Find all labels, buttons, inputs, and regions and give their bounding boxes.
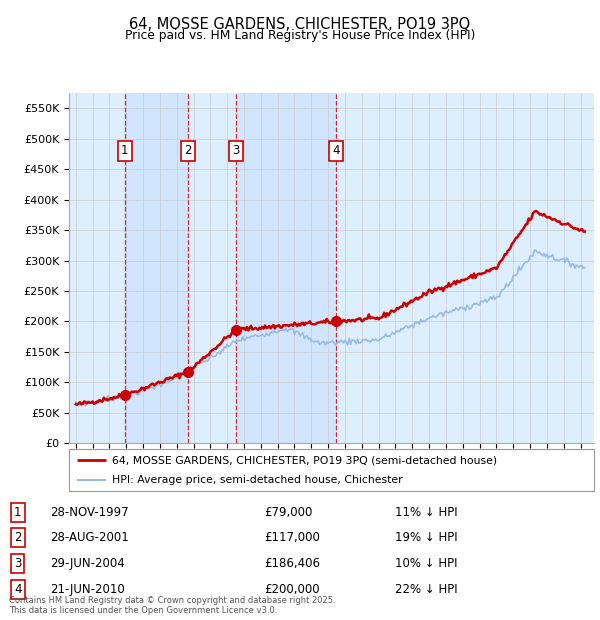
Text: 28-NOV-1997: 28-NOV-1997 (50, 505, 129, 518)
Text: £200,000: £200,000 (265, 583, 320, 596)
Text: 29-JUN-2004: 29-JUN-2004 (50, 557, 125, 570)
Text: £186,406: £186,406 (265, 557, 320, 570)
Text: 21-JUN-2010: 21-JUN-2010 (50, 583, 125, 596)
Text: 64, MOSSE GARDENS, CHICHESTER, PO19 3PQ: 64, MOSSE GARDENS, CHICHESTER, PO19 3PQ (130, 17, 470, 32)
Text: £79,000: £79,000 (265, 505, 313, 518)
Text: 1: 1 (121, 144, 128, 157)
Text: Price paid vs. HM Land Registry's House Price Index (HPI): Price paid vs. HM Land Registry's House … (125, 29, 475, 42)
Text: 10% ↓ HPI: 10% ↓ HPI (395, 557, 458, 570)
Text: 64, MOSSE GARDENS, CHICHESTER, PO19 3PQ (semi-detached house): 64, MOSSE GARDENS, CHICHESTER, PO19 3PQ … (112, 455, 497, 465)
Text: 11% ↓ HPI: 11% ↓ HPI (395, 505, 458, 518)
Text: 1: 1 (14, 505, 22, 518)
Text: 3: 3 (14, 557, 22, 570)
Text: 28-AUG-2001: 28-AUG-2001 (50, 531, 129, 544)
Text: Contains HM Land Registry data © Crown copyright and database right 2025.
This d: Contains HM Land Registry data © Crown c… (9, 596, 335, 615)
Text: 22% ↓ HPI: 22% ↓ HPI (395, 583, 458, 596)
Text: 3: 3 (232, 144, 239, 157)
Text: 2: 2 (184, 144, 191, 157)
Bar (125, 93, 188, 443)
Text: 4: 4 (14, 583, 22, 596)
Bar (236, 93, 336, 443)
Text: HPI: Average price, semi-detached house, Chichester: HPI: Average price, semi-detached house,… (112, 475, 403, 485)
Text: 19% ↓ HPI: 19% ↓ HPI (395, 531, 458, 544)
Text: £117,000: £117,000 (265, 531, 320, 544)
Text: 2: 2 (14, 531, 22, 544)
Text: 4: 4 (332, 144, 340, 157)
